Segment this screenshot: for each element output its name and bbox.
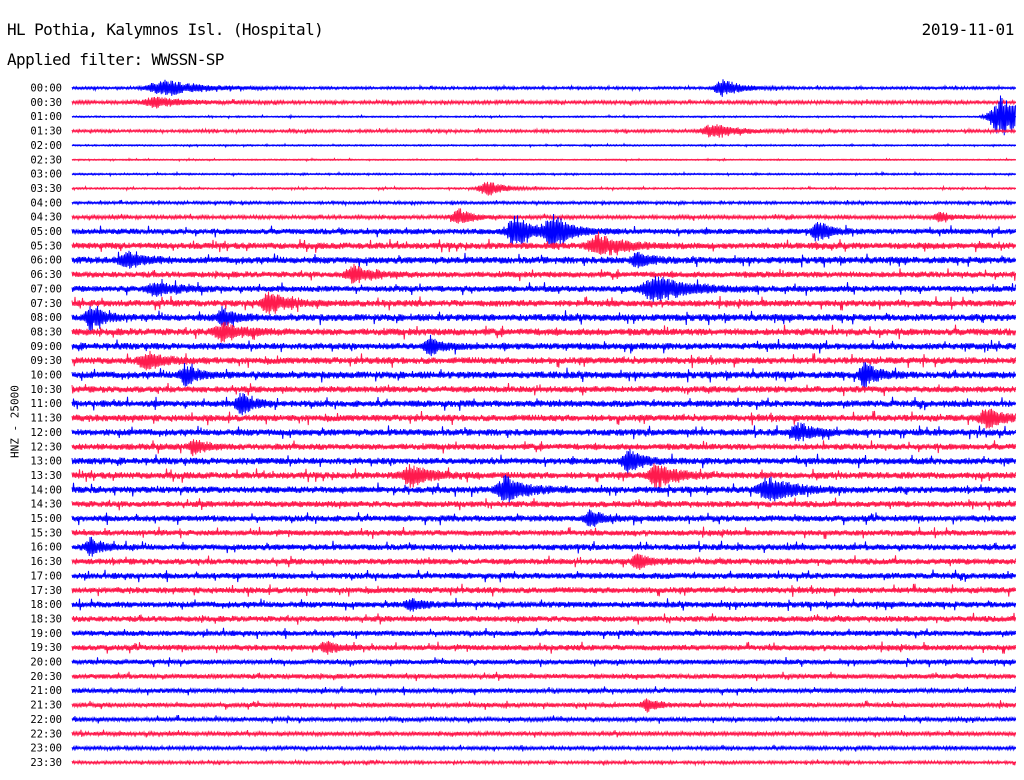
seismic-trace-1330 <box>71 463 1016 490</box>
row-time-label: 12:00 <box>30 427 62 439</box>
row-time-label: 08:00 <box>30 312 62 324</box>
row-time-label: 23:00 <box>30 743 62 755</box>
row-time-label: 18:30 <box>30 613 62 625</box>
filter-label: Applied filter: <box>7 50 143 69</box>
seismic-trace-1300 <box>71 448 1016 475</box>
row-time-label: 06:00 <box>30 255 62 267</box>
row-time-label: 16:00 <box>30 542 62 554</box>
row-time-label: 16:30 <box>30 556 62 568</box>
seismic-trace-1200 <box>71 422 1016 442</box>
row-time-label: 03:00 <box>30 169 62 181</box>
row-time-label: 13:00 <box>30 456 62 468</box>
row-time-label: 01:00 <box>30 111 62 123</box>
seismic-trace-1400 <box>71 474 1016 503</box>
row-time-label: 20:30 <box>30 671 62 683</box>
tick-labels-group: 00:00 00:30 01:00 01:30 02:00 02:30 03:00 03:30… <box>30 83 62 769</box>
traces-group <box>71 79 1016 767</box>
row-time-label: 15:30 <box>30 527 62 539</box>
row-time-label: 21:00 <box>30 685 62 697</box>
row-time-label: 20:00 <box>30 657 62 669</box>
row-time-label: 08:30 <box>30 326 62 338</box>
row-time-label: 03:30 <box>30 183 62 195</box>
row-time-label: 17:00 <box>30 570 62 582</box>
filter-line: Applied filter: WWSSN-SP <box>7 50 224 69</box>
seismic-trace-0700 <box>71 276 1016 302</box>
row-time-label: 10:30 <box>30 384 62 396</box>
seismic-trace-0730 <box>71 291 1016 315</box>
row-time-label: 04:30 <box>30 212 62 224</box>
row-time-label: 17:30 <box>30 585 62 597</box>
record-date: 2019-11-01 <box>921 20 1015 39</box>
row-time-label: 07:00 <box>30 283 62 295</box>
row-time-label: 09:00 <box>30 341 62 353</box>
row-time-label: 04:00 <box>30 197 62 209</box>
row-time-label: 22:30 <box>30 728 62 740</box>
row-time-label: 12:30 <box>30 441 62 453</box>
row-time-label: 09:30 <box>30 355 62 367</box>
row-time-label: 05:00 <box>30 226 62 238</box>
row-time-label: 19:00 <box>30 628 62 640</box>
row-time-label: 14:00 <box>30 484 62 496</box>
row-time-label: 11:30 <box>30 413 62 425</box>
seismic-trace-2300 <box>71 744 1016 753</box>
seismic-trace-1430 <box>71 497 1016 511</box>
seismic-trace-1730 <box>71 583 1016 597</box>
row-time-label: 19:30 <box>30 642 62 654</box>
seismic-trace-0900 <box>71 334 1016 357</box>
seismic-trace-1100 <box>71 392 1016 416</box>
row-time-label: 00:30 <box>30 97 62 109</box>
seismic-trace-1230 <box>71 439 1016 457</box>
row-time-label: 10:00 <box>30 370 62 382</box>
row-time-label: 07:30 <box>30 298 62 310</box>
seismic-trace-0800 <box>71 306 1016 332</box>
seismic-trace-1630 <box>71 553 1016 571</box>
seismic-trace-1130 <box>71 408 1016 429</box>
filter-value: WWSSN-SP <box>151 50 225 69</box>
seismic-trace-0630 <box>71 263 1016 284</box>
station-title: HL Pothia, Kalymnos Isl. (Hospital) <box>7 20 324 39</box>
row-time-label: 18:00 <box>30 599 62 611</box>
row-time-label: 15:00 <box>30 513 62 525</box>
row-time-label: 02:00 <box>30 140 62 152</box>
row-time-label: 02:30 <box>30 154 62 166</box>
row-time-label: 22:00 <box>30 714 62 726</box>
row-time-label: 11:00 <box>30 398 62 410</box>
row-time-label: 13:30 <box>30 470 62 482</box>
row-time-label: 06:30 <box>30 269 62 281</box>
row-time-label: 14:30 <box>30 499 62 511</box>
seismic-trace-0430 <box>71 208 1016 224</box>
row-time-label: 23:30 <box>30 757 62 769</box>
row-time-label: 05:30 <box>30 240 62 252</box>
row-time-label: 00:00 <box>30 83 62 95</box>
row-time-label: 21:30 <box>30 700 62 712</box>
row-time-label: 01:30 <box>30 126 62 138</box>
